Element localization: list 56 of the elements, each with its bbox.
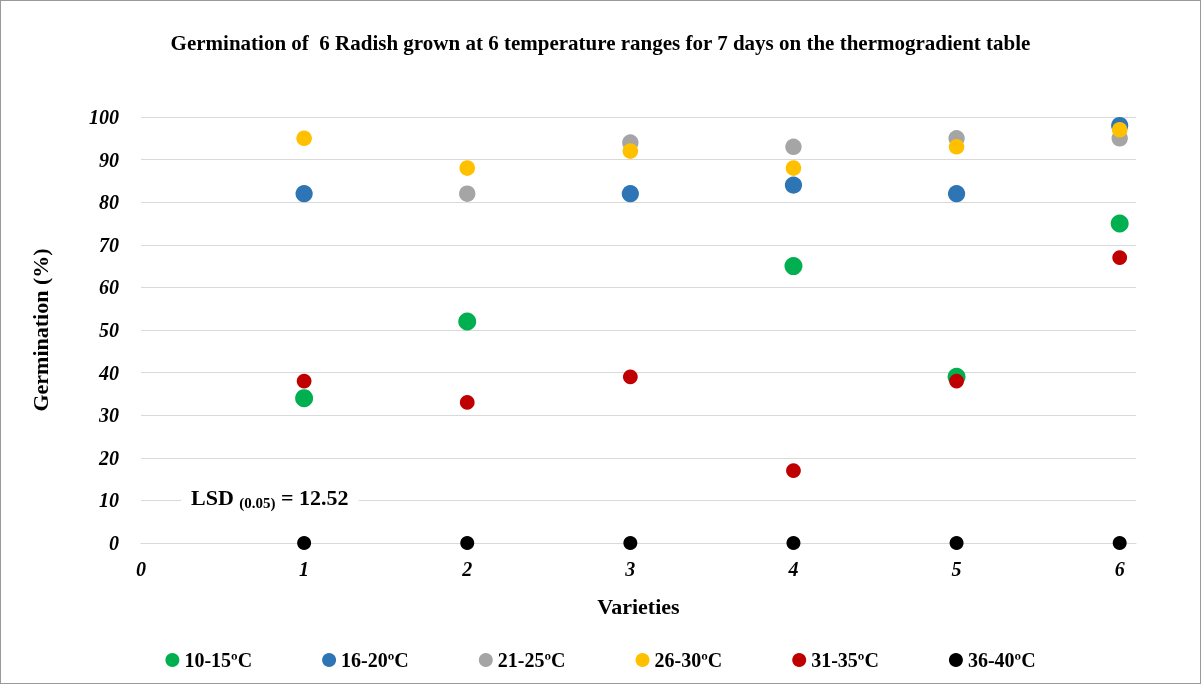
chart-title: Germination of 6 Radish grown at 6 temperature ranges for 7 days on the thermogradient table [170,31,1031,55]
point [621,185,639,203]
point [785,138,802,156]
x-tick-label: 6 [1114,558,1125,580]
legend-label: 26-30ºC [654,649,723,671]
point [948,139,965,155]
annotation: LSD (0.05) = 12.52 [191,485,349,512]
x-axis-title: Varieties [597,593,681,619]
point [949,536,964,550]
legend-label: 10-15ºC [184,649,253,671]
x-tick-label: 3 [624,558,636,580]
x-tick-label: 0 [136,558,146,580]
point [458,312,477,331]
point [296,373,312,389]
point [1110,214,1129,233]
point [785,160,802,176]
point [1111,121,1128,138]
y-tick-label: 0 [109,532,119,554]
point [297,536,312,550]
point [947,185,966,203]
y-tick-label: 40 [98,361,119,384]
x-tick-label: 4 [787,558,799,580]
point [460,536,475,550]
point [296,130,312,147]
point [786,536,801,550]
point [295,185,313,203]
y-tick-label: 70 [99,233,119,256]
x-tick-label: 5 [951,558,962,580]
point [784,176,803,194]
x-tick-label: 1 [299,558,310,580]
y-tick-label: 80 [99,191,119,214]
y-tick-label: 30 [98,404,119,427]
legend-label: 31-35ºC [811,649,879,671]
point [623,536,638,550]
y-tick-label: 50 [99,319,119,341]
y-tick-label: 100 [89,106,119,128]
point [784,257,803,276]
point [622,143,639,159]
legend-label: 21-25ºC [497,649,566,671]
point [786,463,801,478]
point [459,160,476,176]
point [1112,250,1128,265]
y-tick-label: 90 [99,148,119,171]
point [1112,536,1127,550]
y-tick-label: 10 [99,489,119,512]
x-tick-label: 2 [461,558,473,580]
point [949,373,964,389]
point [622,369,638,385]
point [295,389,314,408]
point [459,395,475,410]
legend-label: 36-40ºC [967,649,1036,671]
y-tick-label: 60 [99,276,119,299]
y-tick-label: 20 [98,446,119,469]
legend-label: 16-20ºC [341,649,409,671]
y-axis-title: Germination (%) [27,248,53,412]
point [459,185,476,202]
